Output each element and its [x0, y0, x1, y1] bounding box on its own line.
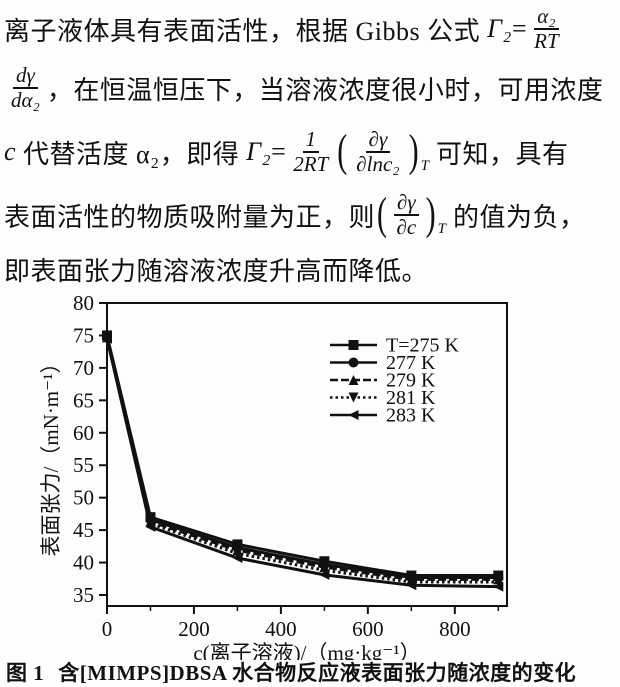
series-283K: [102, 333, 504, 592]
text-line-2: dγ dα₂ ，在恒温恒压下，当溶液浓度很小时，可用浓度: [4, 56, 618, 120]
svg-text:283 K: 283 K: [386, 405, 436, 427]
figure-1: 35 40 45 50 55 60 65 70 75 80 0 200 400 600 800 T=275 K…: [0, 291, 620, 665]
svg-text:75: 75: [73, 323, 94, 347]
figure-caption: 图 1 含[MIMPS]DBSA 水合物反应液表面张力随浓度的变化: [6, 657, 616, 687]
svg-text:400: 400: [265, 617, 297, 641]
text-run: ，在恒温恒压下，当溶液浓度很小时，可用浓度: [46, 75, 604, 105]
text-run: 的值为负，: [446, 202, 586, 232]
text-run: 表面活性的物质吸附量为正，则: [4, 202, 376, 232]
svg-text:277 K: 277 K: [386, 352, 436, 374]
svg-text:281 K: 281 K: [386, 387, 436, 409]
text-line-5: 即表面张力随溶液浓度升高而降低。: [4, 246, 618, 292]
series-277K: [102, 331, 504, 583]
svg-text:800: 800: [439, 617, 471, 641]
text-run: 离子液体具有表面活性，根据 Gibbs 公式: [4, 16, 488, 46]
svg-text:55: 55: [73, 453, 94, 477]
fraction-dgamma-dc: ∂γ ∂c: [394, 191, 419, 238]
open-paren: (: [337, 126, 348, 177]
svg-text:600: 600: [352, 617, 384, 641]
svg-text:T=275 K: T=275 K: [386, 335, 459, 357]
svg-text:50: 50: [73, 486, 94, 510]
y-axis-label: 表面张力/（mN·m⁻¹）: [39, 352, 63, 556]
close-paren: ): [408, 126, 419, 177]
svg-text:200: 200: [178, 617, 210, 641]
body-text: 离子液体具有表面活性，根据 Gibbs 公式 Γ₂ = α₂ RT dγ dα₂…: [4, 2, 618, 292]
variable-c: c: [4, 137, 17, 166]
equals-sign: =: [511, 14, 528, 43]
svg-text:60: 60: [73, 421, 94, 445]
plot-border: [106, 302, 508, 607]
series-279K: [102, 332, 504, 585]
fraction-alpha2-RT: α₂ RT: [534, 4, 559, 53]
fraction-dgamma-dlnc2: ∂γ ∂lnc₂: [356, 127, 400, 176]
figure-caption-label: 图 1: [6, 661, 45, 685]
svg-text:0: 0: [102, 617, 113, 641]
x-axis-ticks: 0 200 400 600 800: [102, 606, 500, 641]
text-line-4: 表面活性的物质吸附量为正，则 ( ∂γ ∂c ) T 的值为负，: [4, 184, 618, 246]
text-run: 可知，具有: [428, 139, 569, 169]
svg-text:40: 40: [73, 551, 94, 575]
svg-text:279 K: 279 K: [386, 370, 436, 392]
subscript-T: T: [420, 157, 429, 174]
svg-text:80: 80: [73, 293, 94, 315]
text-run: 代替活度 α₂，即得: [16, 139, 247, 169]
series-281K: [102, 333, 504, 588]
open-paren: (: [377, 189, 388, 240]
y-axis-ticks: 35 40 45 50 55 60 65 70 75 80: [73, 291, 107, 607]
fraction-1-2RT: 1 2RT: [293, 127, 329, 176]
svg-text:45: 45: [73, 518, 94, 542]
series-T=275K: [102, 330, 504, 581]
svg-text:35: 35: [73, 583, 94, 607]
close-paren: ): [425, 189, 436, 240]
formula-gamma2: Γ₂: [246, 137, 272, 166]
svg-text:70: 70: [73, 356, 94, 380]
subscript-T: T: [437, 220, 447, 237]
text-line-1: 离子液体具有表面活性，根据 Gibbs 公式 Γ₂ = α₂ RT: [4, 2, 618, 56]
equals-sign: =: [271, 137, 287, 166]
text-line-3: c 代替活度 α₂，即得 Γ₂ = 1 2RT ( ∂γ ∂lnc₂ ) T 可…: [4, 120, 618, 184]
formula-gamma2: Γ₂: [487, 14, 512, 43]
figure-caption-text: 含[MIMPS]DBSA 水合物反应液表面张力随浓度的变化: [58, 661, 577, 685]
text-run: 即表面张力随溶液浓度升高而降低。: [4, 256, 429, 286]
svg-text:65: 65: [73, 388, 94, 412]
fraction-dgamma-dalpha2: dγ dα₂: [11, 63, 40, 112]
